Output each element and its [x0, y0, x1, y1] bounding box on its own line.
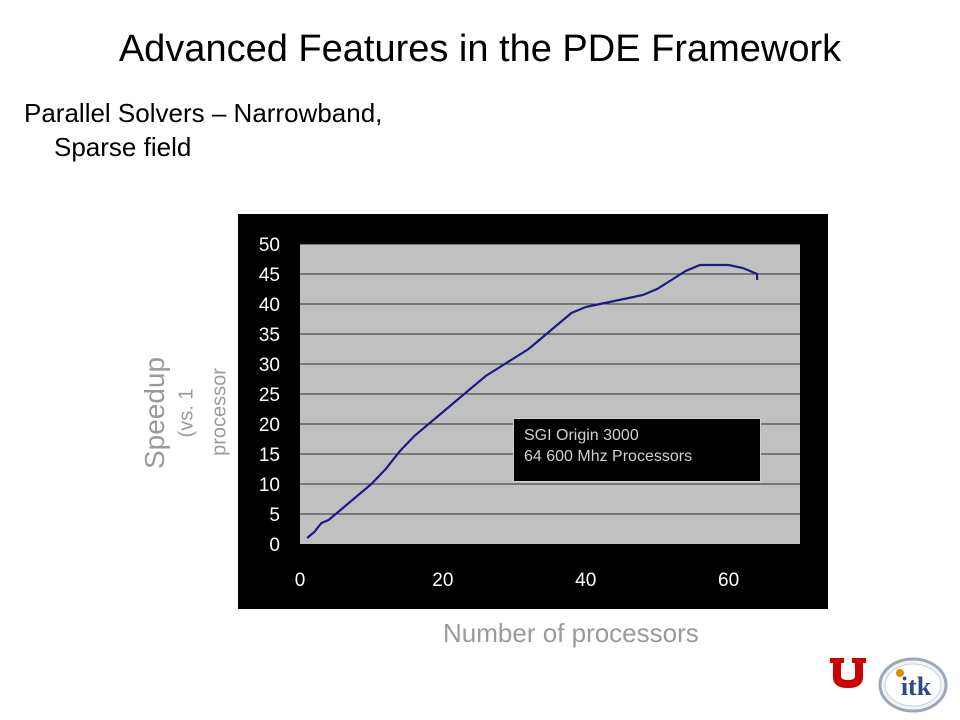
y-tick-label: 35	[259, 325, 280, 346]
x-tick-label: 20	[432, 570, 453, 591]
speedup-series-line	[306, 263, 759, 539]
bullet-text: Parallel Solvers – Narrowband, Sparse fi…	[24, 96, 382, 164]
slide-title: Advanced Features in the PDE Framework	[118, 28, 842, 70]
x-tick-label: 40	[575, 570, 596, 591]
y-tick-label: 25	[259, 385, 280, 406]
legend-line-2: 64 600 Mhz Processors	[524, 448, 693, 465]
y-tick-label: 20	[259, 415, 280, 436]
university-of-utah-u-logo	[830, 658, 866, 688]
speedup-chart: 0 5 10 15 20 25 30 35 40 45 50 0 20 40 60	[238, 214, 828, 609]
bullet-line-2: Sparse field	[54, 132, 192, 162]
y-axis-sublabel-1: (vs. 1	[175, 388, 198, 438]
y-tick-label: 50	[259, 235, 280, 256]
x-tick-label: 60	[718, 570, 739, 591]
y-tick-label: 10	[259, 475, 280, 496]
y-tick-label: 30	[259, 355, 280, 376]
y-axis-sublabel-2: processor	[208, 368, 231, 456]
itk-logo: itk	[878, 657, 948, 713]
y-tick-label: 45	[259, 265, 280, 286]
y-tick-label: 0	[269, 535, 280, 556]
y-tick-label: 15	[259, 445, 280, 466]
legend-annotation: SGI Origin 3000 64 600 Mhz Processors	[513, 418, 761, 482]
y-tick-label: 5	[269, 505, 280, 526]
bullet-line-1: Parallel Solvers – Narrowband,	[24, 98, 383, 128]
y-tick-label: 40	[259, 295, 280, 316]
itk-logo-text: itk	[901, 672, 932, 701]
legend-line-1: SGI Origin 3000	[524, 427, 639, 444]
x-tick-label: 0	[295, 570, 306, 591]
y-axis-label: Speedup	[139, 356, 170, 470]
x-axis-label: Number of processors	[443, 618, 699, 648]
